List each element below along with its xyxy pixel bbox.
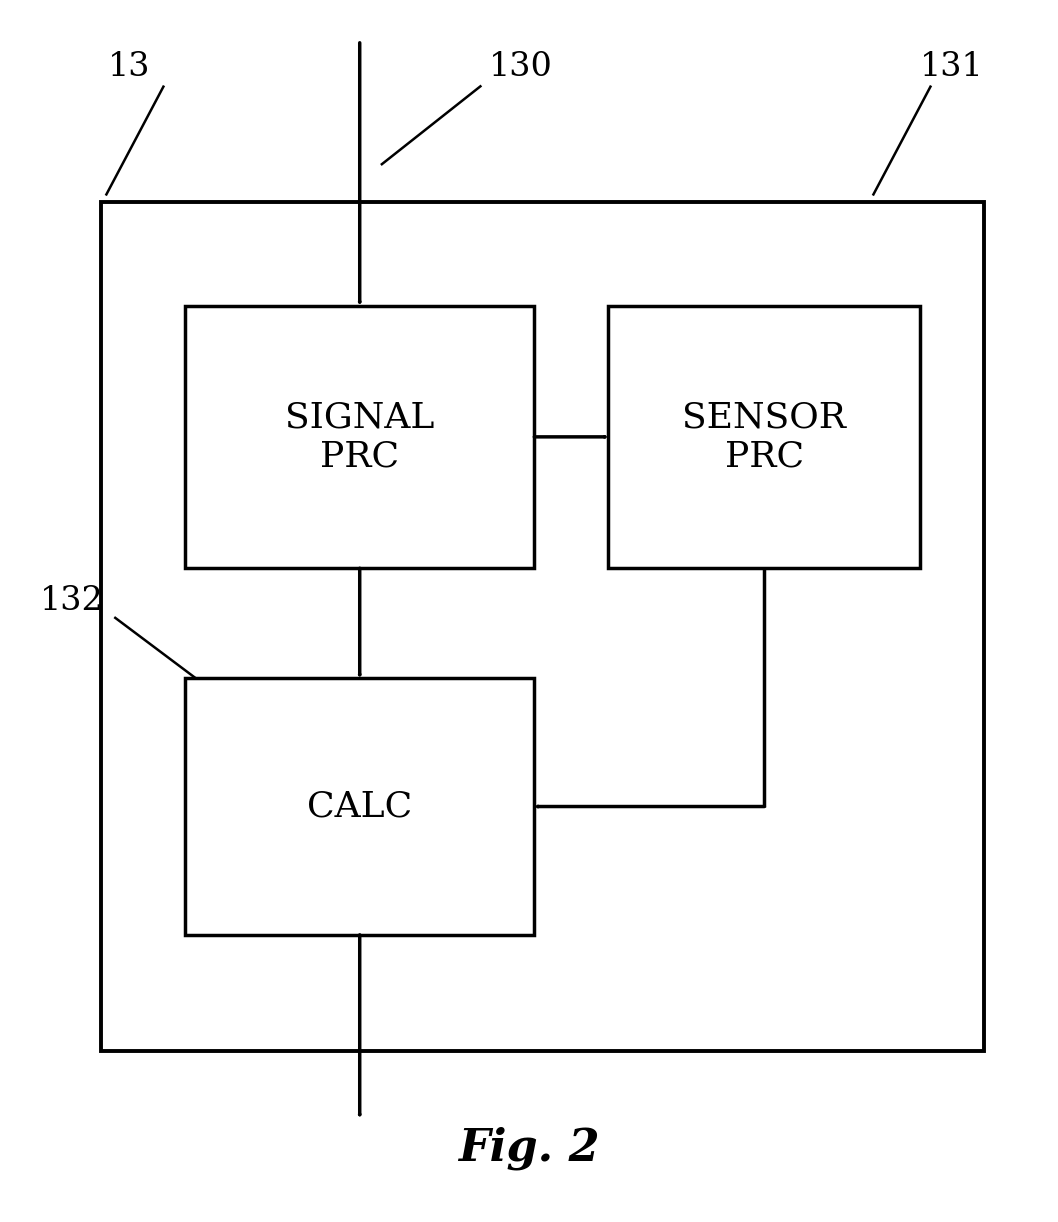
- Text: 13: 13: [108, 51, 150, 83]
- Text: 130: 130: [489, 51, 552, 83]
- Bar: [185, 306, 534, 568]
- Text: CALC: CALC: [307, 789, 413, 824]
- Bar: [608, 306, 920, 568]
- Bar: [185, 678, 534, 935]
- Text: 131: 131: [920, 51, 984, 83]
- Text: SENSOR
PRC: SENSOR PRC: [682, 400, 846, 474]
- Text: 132: 132: [40, 585, 104, 617]
- Text: Fig. 2: Fig. 2: [458, 1127, 600, 1171]
- Text: SIGNAL
PRC: SIGNAL PRC: [285, 400, 435, 474]
- Bar: [101, 202, 984, 1051]
